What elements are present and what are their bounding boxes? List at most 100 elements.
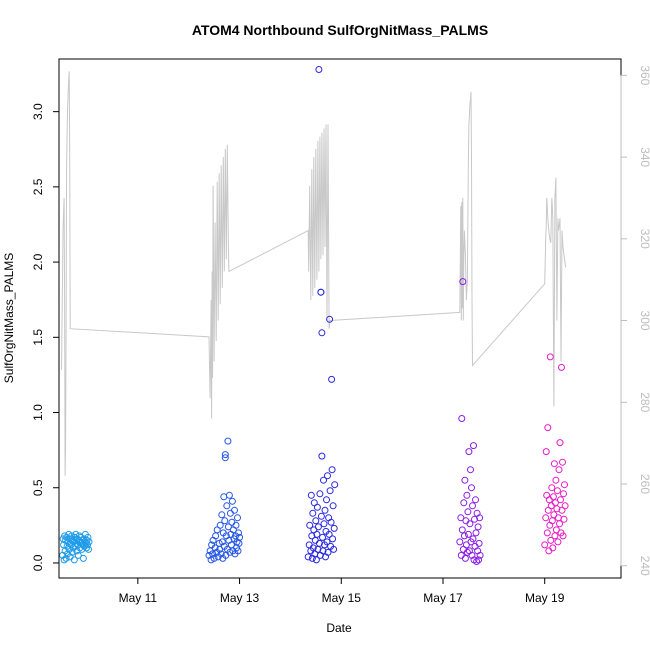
- data-point: [236, 533, 244, 541]
- data-point: [221, 451, 229, 459]
- x-tick-label: May 17: [423, 591, 463, 605]
- data-point: [218, 511, 226, 519]
- data-point: [555, 466, 563, 474]
- data-point: [327, 518, 335, 526]
- y2-tick-label: 260: [638, 474, 650, 494]
- data-point: [312, 517, 320, 525]
- data-point: [225, 491, 233, 499]
- data-point: [308, 532, 316, 540]
- data-point: [307, 491, 315, 499]
- x-axis-label: Date: [326, 621, 352, 635]
- data-point: [475, 539, 483, 547]
- data-point: [318, 329, 326, 337]
- data-point: [72, 530, 80, 538]
- data-point: [231, 506, 238, 514]
- data-point: [468, 551, 476, 559]
- data-point: [221, 454, 229, 462]
- data-point: [209, 550, 217, 558]
- data-point: [549, 544, 557, 552]
- data-point: [331, 481, 339, 489]
- data-point: [561, 481, 568, 489]
- data-point: [316, 490, 324, 498]
- data-point: [560, 490, 567, 498]
- data-point: [460, 499, 468, 507]
- data-point: [557, 496, 564, 504]
- data-point: [205, 551, 213, 559]
- data-point: [329, 502, 337, 510]
- data-point: [472, 529, 480, 537]
- data-point: [542, 514, 550, 522]
- data-point: [324, 548, 332, 556]
- data-point: [62, 554, 70, 562]
- data-point: [473, 558, 481, 565]
- data-point: [547, 536, 555, 544]
- data-point: [468, 484, 475, 492]
- data-point: [326, 487, 334, 495]
- data-point: [550, 460, 558, 468]
- data-point: [74, 551, 82, 559]
- data-point: [313, 503, 321, 511]
- data-point: [553, 487, 561, 495]
- y-tick-label: 3.0: [31, 103, 45, 120]
- y-tick-label: 1.5: [31, 329, 45, 346]
- data-point: [470, 442, 477, 450]
- data-point: [561, 502, 569, 510]
- data-point: [325, 530, 333, 538]
- series-5: [541, 353, 569, 555]
- data-point: [469, 502, 476, 510]
- data-point: [466, 520, 474, 528]
- data-point: [465, 448, 473, 456]
- data-point: [541, 541, 549, 549]
- data-point: [216, 521, 224, 529]
- y-axis: 0.0 0.5 1.0 1.5 2.0 2.5 3.0: [31, 103, 60, 571]
- y2-tick-label: 240: [638, 556, 650, 576]
- data-point: [461, 554, 469, 562]
- series-4: [456, 278, 484, 565]
- x-tick-label: May 11: [119, 591, 158, 605]
- data-point: [548, 484, 556, 492]
- data-point: [232, 521, 240, 529]
- data-point: [60, 556, 68, 564]
- data-point: [315, 539, 323, 547]
- data-point: [457, 514, 465, 522]
- data-point: [85, 545, 92, 553]
- data-point: [84, 533, 92, 541]
- y-axis-label: SulfOrgNitMass_PALMS: [2, 253, 16, 383]
- data-point: [312, 556, 320, 564]
- data-point: [326, 315, 334, 323]
- y-tick-label: 2.0: [31, 253, 45, 270]
- data-point: [85, 538, 93, 546]
- series-2: [205, 437, 244, 564]
- x-tick-label: May 15: [322, 591, 362, 605]
- data-point: [543, 529, 551, 537]
- series-3: [304, 66, 339, 564]
- data-point: [317, 288, 325, 296]
- data-point: [317, 512, 325, 520]
- y2-tick-label: 280: [638, 392, 650, 412]
- y-tick-label: 2.5: [31, 178, 45, 195]
- data-point: [467, 466, 474, 474]
- data-point: [474, 523, 482, 531]
- data-point: [458, 526, 466, 534]
- data-point: [559, 458, 566, 466]
- data-point: [459, 278, 467, 286]
- data-point: [309, 509, 317, 517]
- data-point: [469, 535, 477, 543]
- data-point: [234, 514, 241, 522]
- data-point: [319, 533, 326, 541]
- y2-tick-label: 360: [638, 65, 650, 85]
- data-point: [461, 476, 469, 484]
- data-point: [330, 545, 338, 553]
- data-point: [70, 556, 78, 564]
- data-point: [330, 524, 338, 532]
- secondary-y-axis: 240 260 280 300 320 340 360: [620, 65, 650, 576]
- data-point: [329, 535, 337, 543]
- data-point: [464, 530, 472, 538]
- data-point: [306, 521, 314, 529]
- data-point: [314, 523, 322, 531]
- data-point: [324, 472, 331, 480]
- chart-title: ATOM4 Northbound SulfOrgNitMass_PALMS: [192, 22, 488, 38]
- data-point: [318, 452, 326, 460]
- data-point: [315, 66, 323, 73]
- data-point: [68, 548, 76, 556]
